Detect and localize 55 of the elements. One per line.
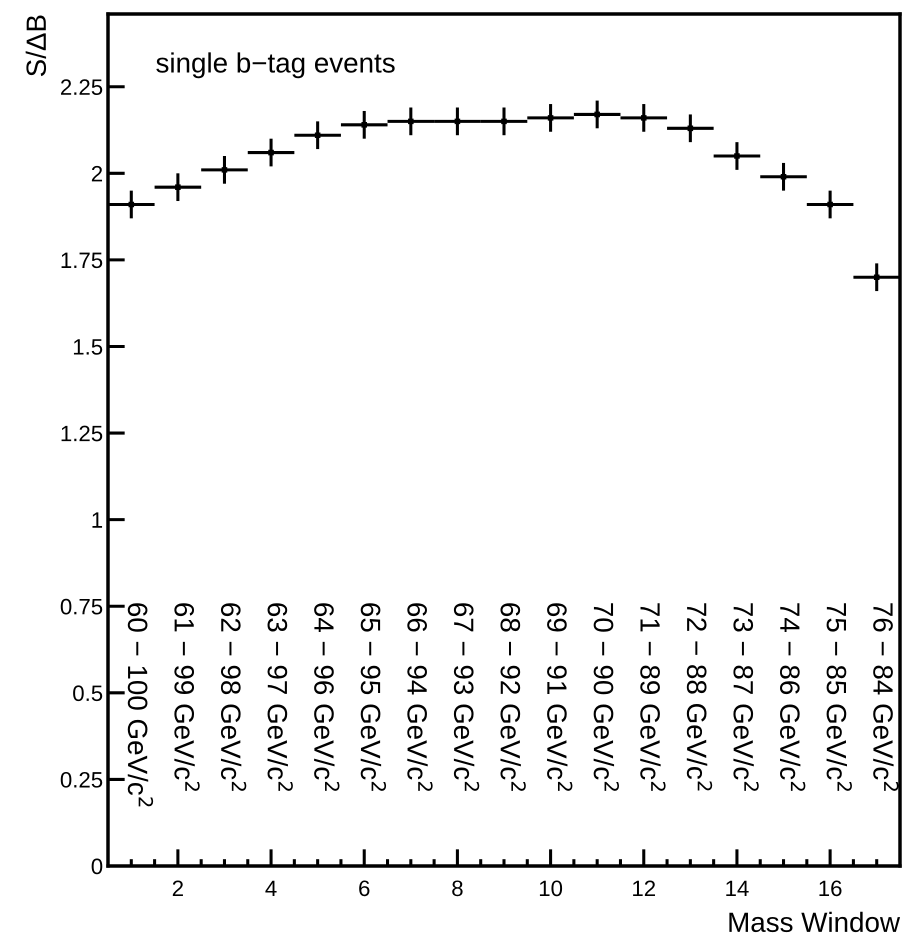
- annotation: 74 − 86 GeV/c$^{2}$: [780, 603, 806, 791]
- y-tick-label: 2.25: [61, 79, 102, 96]
- point: [640, 115, 647, 121]
- annotation: 68 − 92 GeV/c$^{2}$: [500, 603, 526, 791]
- x-tick-label: 6: [359, 880, 370, 896]
- annotation: 62 − 98 GeV/c$^{2}$: [220, 603, 246, 791]
- annotation: 67 − 93 GeV/c$^{2}$: [454, 603, 480, 791]
- point: [734, 153, 740, 159]
- point: [501, 118, 507, 124]
- annotation: 73 − 87 GeV/c$^{2}$: [733, 603, 759, 791]
- annotation: single b−tag events: [156, 52, 395, 78]
- x-tick-label: 14: [726, 880, 749, 896]
- annotation: 70 − 90 GeV/c$^{2}$: [594, 603, 619, 791]
- y-tick-label: 1.5: [74, 339, 102, 355]
- x-tick-label: 16: [819, 880, 842, 896]
- point: [454, 118, 460, 124]
- x-tick-label: 8: [452, 880, 463, 896]
- y-tick-label: 0.5: [73, 685, 102, 702]
- x-tick-label: 4: [265, 880, 277, 896]
- annotation: 72 − 88 GeV/c$^{2}$: [686, 603, 712, 790]
- x-tick-label: 12: [633, 880, 656, 896]
- point: [361, 122, 368, 128]
- point: [688, 126, 694, 132]
- point: [128, 202, 134, 208]
- annotation: 61 − 99 GeV/c$^{2}$: [174, 603, 200, 791]
- x-tick-label: 10: [540, 880, 562, 896]
- annotation: 65 − 95 GeV/c$^{2}$: [360, 603, 386, 791]
- annotation: 63 − 97 GeV/c$^{2}$: [268, 603, 293, 791]
- point: [268, 150, 274, 156]
- point: [827, 202, 833, 208]
- point: [222, 167, 228, 173]
- point: [175, 184, 181, 190]
- annotation: 75 − 85 GeV/c$^{2}$: [826, 603, 852, 791]
- annotation: 66 − 94 GeV/c$^{2}$: [407, 603, 433, 791]
- y-tick-label: 2: [92, 166, 102, 182]
- y-axis-title: S/ΔB: [26, 15, 46, 76]
- y-tick-label: 1.75: [62, 252, 102, 268]
- y-tick-label: 0.75: [60, 598, 102, 615]
- annotation: 64 − 96 GeV/c$^{2}$: [314, 603, 340, 791]
- point: [874, 274, 880, 280]
- annotation: 76 − 84 GeV/c$^{2}$: [873, 603, 899, 791]
- y-tick-label: 1: [92, 512, 102, 528]
- x-tick-label: 2: [172, 880, 183, 896]
- x-axis-title: Mass Window: [729, 912, 900, 932]
- y-tick-label: 0: [92, 858, 102, 874]
- annotation: 60 − 100 GeV/c$^{2}$: [128, 603, 154, 806]
- annotation: 69 − 91 GeV/c$^{2}$: [547, 603, 572, 791]
- y-tick-label: 0.25: [60, 772, 102, 788]
- point: [314, 132, 320, 138]
- point: [408, 118, 414, 124]
- point: [594, 112, 600, 118]
- annotation: 71 − 89 GeV/c$^{2}$: [640, 603, 666, 791]
- y-tick-label: 1.25: [62, 426, 102, 442]
- point: [780, 174, 786, 180]
- point: [548, 115, 554, 121]
